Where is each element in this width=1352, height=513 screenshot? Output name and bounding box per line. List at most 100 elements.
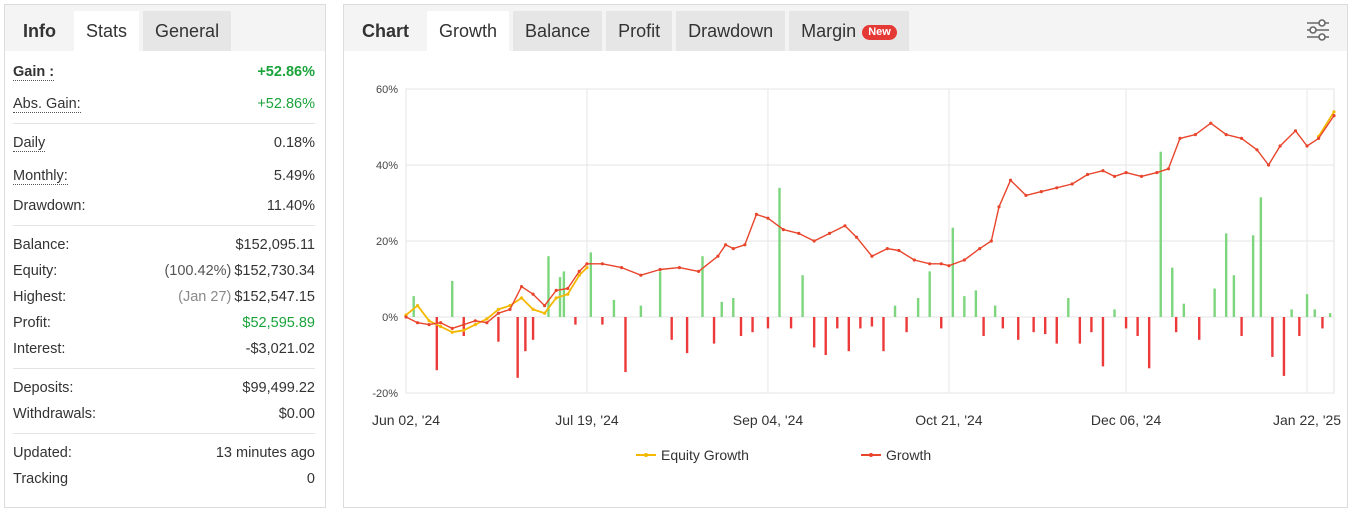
equity-growth-point xyxy=(462,328,466,332)
bar-positive xyxy=(1290,309,1293,317)
bar-positive xyxy=(720,301,723,317)
growth-point xyxy=(1193,133,1197,137)
bar-positive xyxy=(1259,197,1263,317)
bar-negative xyxy=(870,317,874,327)
bar-positive xyxy=(1224,233,1228,317)
legend-item-equity-growth[interactable]: Equity Growth xyxy=(636,447,749,463)
growth-point xyxy=(754,212,759,216)
legend-label: Growth xyxy=(886,447,931,463)
equity-growth-point xyxy=(554,296,558,300)
growth-point xyxy=(1055,186,1059,190)
bar-negative xyxy=(1147,317,1151,369)
growth-point xyxy=(496,311,501,315)
bar-negative xyxy=(824,317,827,355)
growth-point xyxy=(1166,167,1171,171)
growth-point xyxy=(997,205,1001,209)
x-tick-label: Oct 21, '24 xyxy=(915,412,982,428)
bar-negative xyxy=(1090,317,1093,333)
growth-point xyxy=(1112,174,1117,178)
tab-stats[interactable]: Stats xyxy=(74,11,140,51)
growth-point xyxy=(812,239,816,243)
chart-legend[interactable]: Equity Growth Growth xyxy=(636,447,931,463)
monthly-value: 5.49% xyxy=(273,168,315,184)
balance-label: Balance: xyxy=(13,237,70,253)
equity-growth-point xyxy=(439,324,443,329)
growth-point xyxy=(947,264,951,268)
bar-positive xyxy=(1251,235,1255,317)
bar-positive xyxy=(1305,294,1309,317)
abs-gain-value: +52.86% xyxy=(257,96,315,112)
bar-positive xyxy=(951,227,954,317)
legend-item-growth[interactable]: Growth xyxy=(861,447,931,463)
bar-negative xyxy=(905,317,908,333)
tab-margin[interactable]: Margin New xyxy=(789,11,909,51)
tab-drawdown[interactable]: Drawdown xyxy=(676,11,786,51)
equity-growth-point xyxy=(543,311,547,315)
tab-chart[interactable]: Chart xyxy=(362,21,410,41)
bar-negative xyxy=(847,317,851,352)
bar-positive xyxy=(451,280,454,317)
bar-negative xyxy=(982,317,985,336)
bar-negative xyxy=(1240,317,1243,336)
equity-growth-point xyxy=(577,273,581,277)
growth-point xyxy=(450,326,454,330)
equity-value-group: (100.42%) $152,730.34 xyxy=(164,263,315,279)
chart-lines xyxy=(404,110,1336,334)
growth-point xyxy=(639,273,643,277)
monthly-label[interactable]: Monthly: xyxy=(13,167,68,185)
tracking-value: 0 xyxy=(306,471,315,487)
gain-value: +52.86% xyxy=(257,64,315,80)
abs-gain-label[interactable]: Abs. Gain: xyxy=(13,95,81,113)
bar-negative xyxy=(712,317,716,344)
bar-negative xyxy=(882,317,885,352)
tracking-label: Tracking xyxy=(13,471,69,487)
tab-growth[interactable]: Growth xyxy=(427,11,510,51)
legend-swatch-marker xyxy=(644,453,648,457)
sliders-icon[interactable] xyxy=(1305,17,1331,43)
profit-value: $52,595.89 xyxy=(242,315,315,331)
tab-profit[interactable]: Profit xyxy=(606,11,673,51)
bar-negative xyxy=(940,317,943,329)
growth-point xyxy=(928,262,932,266)
highest-value-group: (Jan 27) $152,547.15 xyxy=(178,289,315,305)
bar-negative xyxy=(1282,317,1286,376)
growth-point xyxy=(724,243,728,247)
bar-positive xyxy=(639,305,643,317)
interest-label: Interest: xyxy=(13,341,66,357)
growth-point xyxy=(697,269,701,273)
growth-point xyxy=(620,266,624,270)
bar-negative xyxy=(516,317,519,378)
bar-negative xyxy=(574,317,577,325)
new-badge: New xyxy=(862,25,897,40)
stat-row-tracking: Tracking 0 xyxy=(13,466,315,492)
bar-negative xyxy=(497,317,500,342)
bar-positive xyxy=(732,298,735,317)
tab-general[interactable]: General xyxy=(143,11,232,51)
growth-point xyxy=(827,231,832,235)
gain-label[interactable]: Gain : xyxy=(13,63,55,81)
divider xyxy=(13,433,315,434)
withdrawals-value: $0.00 xyxy=(278,406,315,422)
growth-point xyxy=(1332,114,1336,118)
equity-growth-point xyxy=(519,296,524,300)
growth-point xyxy=(1101,169,1105,173)
legend-swatch-marker xyxy=(869,453,873,457)
growth-point xyxy=(508,307,512,311)
x-tick-label: Sep 04, '24 xyxy=(733,412,804,428)
bar-positive xyxy=(1182,303,1186,317)
tab-info[interactable]: Info xyxy=(23,21,56,41)
equity-growth-point xyxy=(566,292,570,296)
growth-point xyxy=(473,319,477,323)
growth-point xyxy=(797,231,801,235)
growth-point xyxy=(658,267,662,272)
bar-negative xyxy=(1298,317,1301,336)
growth-point xyxy=(439,321,443,325)
tab-balance[interactable]: Balance xyxy=(513,11,603,51)
stat-row-interest: Interest: -$3,021.02 xyxy=(13,336,315,362)
bar-negative xyxy=(789,317,793,329)
tab-margin-label: Margin xyxy=(801,21,857,41)
growth-point xyxy=(577,269,581,273)
daily-label[interactable]: Daily xyxy=(13,134,46,152)
highest-label: Highest: xyxy=(13,289,67,305)
growth-point xyxy=(1024,193,1028,197)
